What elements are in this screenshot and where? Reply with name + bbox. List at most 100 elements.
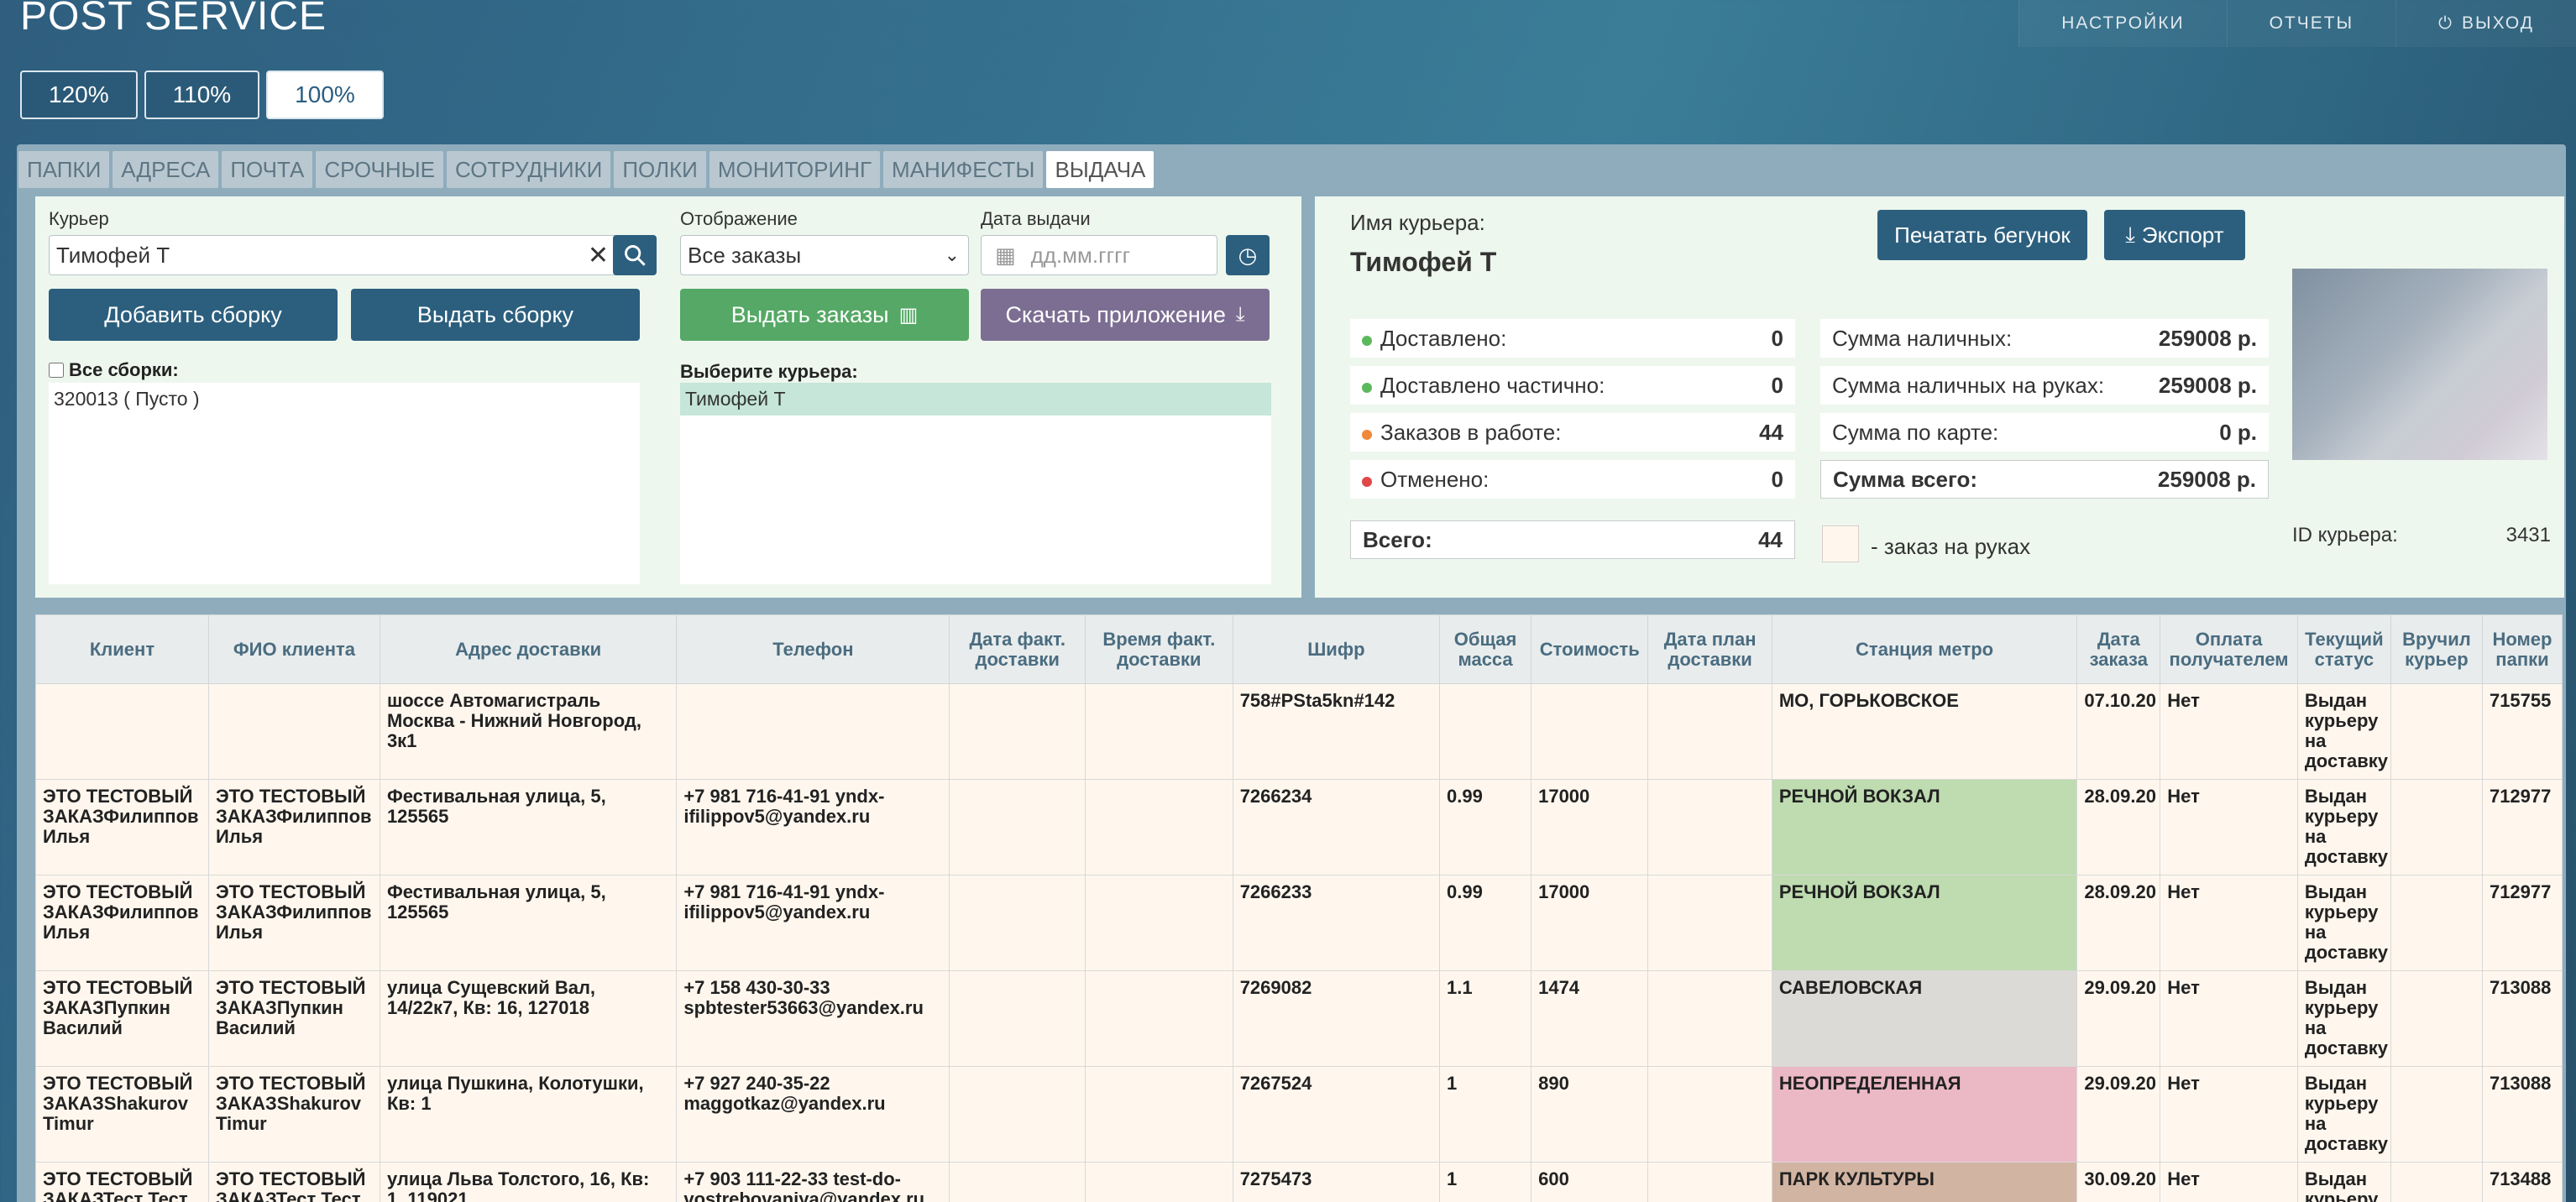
plan-date-cell <box>1647 1162 1772 1202</box>
column-header[interactable]: Дата факт. доставки <box>949 614 1086 684</box>
sum-value: 259008 р. <box>2157 466 2256 492</box>
sum-value: 0 р. <box>2219 419 2257 445</box>
list-item[interactable]: 320013 ( Пусто ) <box>54 388 200 410</box>
client-name-cell: ЭТО ТЕСТОВЫЙ ЗАКАЗФилиппов Илья <box>207 875 380 971</box>
column-header[interactable]: Текущий статус <box>2296 614 2391 684</box>
nav-reports[interactable]: ОТЧЕТЫ <box>2226 0 2396 47</box>
search-button[interactable] <box>613 235 657 275</box>
phone-cell: +7 927 240-35-22 maggotkaz@yandex.ru <box>676 1066 950 1163</box>
tab-monitoring[interactable]: МОНИТОРИНГ <box>709 151 881 188</box>
display-select[interactable]: Все заказы ⌄ <box>680 235 969 275</box>
courier-id: 3431 <box>2505 524 2551 546</box>
zoom-110-button[interactable]: 110% <box>144 71 260 119</box>
handed-cell <box>2390 970 2483 1067</box>
tab-addresses[interactable]: АДРЕСА <box>113 151 219 188</box>
column-header[interactable]: Адрес доставки <box>379 614 678 684</box>
table-row[interactable]: шоссе Автомагистраль Москва - Нижний Нов… <box>35 683 2563 780</box>
search-icon <box>625 245 646 266</box>
fact-date-cell <box>949 970 1086 1067</box>
fact-time-cell <box>1085 1162 1233 1202</box>
all-assemblies-checkbox[interactable] <box>49 363 64 378</box>
order-date-cell: 07.10.20 <box>2076 683 2161 780</box>
tab-mail[interactable]: ПОЧТА <box>222 151 313 188</box>
zoom-120-button[interactable]: 120% <box>20 71 138 119</box>
cost-cell: 17000 <box>1531 779 1649 875</box>
stat-label: Доставлено частично: <box>1380 372 1605 398</box>
column-header[interactable]: Дата заказа <box>2076 614 2161 684</box>
sum-cash-on-hand: Сумма наличных на руках: 259008 р. <box>1820 366 2269 405</box>
table-row[interactable]: ЭТО ТЕСТОВЫЙ ЗАКАЗПупкин Василий ЭТО ТЕСТ… <box>35 970 2563 1067</box>
column-header[interactable]: Станция метро <box>1771 614 2078 684</box>
mass-cell: 0.99 <box>1439 875 1532 971</box>
fact-date-cell <box>949 1162 1086 1202</box>
status-dot <box>1362 476 1372 487</box>
main-panel: ПАПКИ АДРЕСА ПОЧТА СРОЧНЫЕ СОТРУДНИКИ ПО… <box>17 144 2566 1202</box>
zoom-100-button[interactable]: 100% <box>266 71 384 119</box>
client-name-cell <box>207 683 380 780</box>
courier-id-label: ID курьера: <box>2292 524 2398 546</box>
tab-issue[interactable]: ВЫДАЧА <box>1046 151 1154 188</box>
stat-value: 0 <box>1771 325 1783 351</box>
list-item[interactable]: Тимофей Т <box>680 383 1271 415</box>
order-date-cell: 30.09.20 <box>2076 1162 2161 1202</box>
column-header[interactable]: Шифр <box>1232 614 1441 684</box>
sum-total: Сумма всего: 259008 р. <box>1820 460 2269 499</box>
table-row[interactable]: ЭТО ТЕСТОВЫЙ ЗАКАЗТест Тест ЭТО ТЕСТОВЫЙ … <box>35 1162 2563 1202</box>
print-button[interactable]: Печатать бегунок <box>1877 210 2087 260</box>
add-assembly-button[interactable]: Добавить сборку <box>49 289 338 341</box>
select-courier-label: Выберите курьера: <box>680 361 858 382</box>
status-cell: Выдан курьеру на доставку <box>2296 1162 2391 1202</box>
issue-assembly-button[interactable]: Выдать сборку <box>351 289 640 341</box>
stat-value: 44 <box>1758 526 1783 552</box>
metro-cell: ПАРК КУЛЬТУРЫ <box>1771 1162 2078 1202</box>
column-header[interactable]: ФИО клиента <box>207 614 380 684</box>
order-date-cell: 28.09.20 <box>2076 779 2161 875</box>
column-header[interactable]: Стоимость <box>1531 614 1649 684</box>
table-row[interactable]: ЭТО ТЕСТОВЫЙ ЗАКАЗФилиппов Илья ЭТО ТЕСТО… <box>35 779 2563 875</box>
folder-cell: 715755 <box>2481 683 2563 780</box>
column-header[interactable]: Номер папки <box>2481 614 2563 684</box>
tab-shelves[interactable]: ПОЛКИ <box>614 151 706 188</box>
issue-orders-button[interactable]: Выдать заказы ▥ <box>680 289 969 341</box>
code-cell: 7267524 <box>1232 1066 1441 1163</box>
column-header[interactable]: Вручил курьер <box>2390 614 2483 684</box>
cost-cell: 890 <box>1531 1066 1649 1163</box>
column-header[interactable]: Телефон <box>676 614 950 684</box>
mass-cell: 1 <box>1439 1066 1532 1163</box>
status-dot <box>1362 429 1372 440</box>
table-row[interactable]: ЭТО ТЕСТОВЫЙ ЗАКАЗФилиппов Илья ЭТО ТЕСТО… <box>35 875 2563 971</box>
courier-input[interactable]: Тимофей Т ✕ <box>49 235 620 275</box>
payment-cell: Нет <box>2160 1162 2298 1202</box>
status-dot <box>1362 382 1372 393</box>
nav-settings[interactable]: НАСТРОЙКИ <box>2018 0 2227 47</box>
table-row[interactable]: ЭТО ТЕСТОВЫЙ ЗАКАЗShakurov Timur ЭТО ТЕСТ… <box>35 1066 2563 1163</box>
client-cell <box>35 683 209 780</box>
payment-cell: Нет <box>2160 970 2298 1067</box>
orders-table-wrap: Клиент ФИО клиента Адрес доставки Телефо… <box>35 614 2563 1202</box>
tab-urgent[interactable]: СРОЧНЫЕ <box>316 151 444 188</box>
download-app-button[interactable]: Скачать приложение ⤓ <box>981 289 1270 341</box>
plan-date-cell <box>1647 683 1772 780</box>
couriers-list: Тимофей Т <box>680 383 1271 584</box>
display-select-value: Все заказы <box>688 242 802 268</box>
clear-icon[interactable]: ✕ <box>587 241 609 269</box>
column-header[interactable]: Время факт. доставки <box>1085 614 1233 684</box>
plan-date-cell <box>1647 875 1772 971</box>
phone-cell: +7 981 716-41-91 yndx-ifilippov5@yandex.… <box>676 875 950 971</box>
download-icon: ⤓ <box>1235 303 1245 326</box>
column-header[interactable]: Общая масса <box>1439 614 1532 684</box>
legend-text: - заказ на руках <box>1871 534 2031 559</box>
column-header[interactable]: Клиент <box>35 614 209 684</box>
column-header[interactable]: Дата план доставки <box>1647 614 1772 684</box>
column-header[interactable]: Оплата получателем <box>2160 614 2298 684</box>
tab-manifests[interactable]: МАНИФЕСТЫ <box>883 151 1044 188</box>
date-input[interactable]: ▦ дд.мм.гггг <box>981 235 1217 275</box>
history-button[interactable]: ◷ <box>1226 235 1270 275</box>
phone-cell <box>676 683 950 780</box>
stat-in-work: Заказов в работе: 44 <box>1350 413 1795 452</box>
export-button[interactable]: ⤓ Экспорт <box>2104 210 2245 260</box>
nav-logout[interactable]: ⏻ ВЫХОД <box>2395 0 2576 47</box>
tab-folders[interactable]: ПАПКИ <box>18 151 110 188</box>
client-cell: ЭТО ТЕСТОВЫЙ ЗАКАЗФилиппов Илья <box>35 779 209 875</box>
tab-employees[interactable]: СОТРУДНИКИ <box>447 151 611 188</box>
